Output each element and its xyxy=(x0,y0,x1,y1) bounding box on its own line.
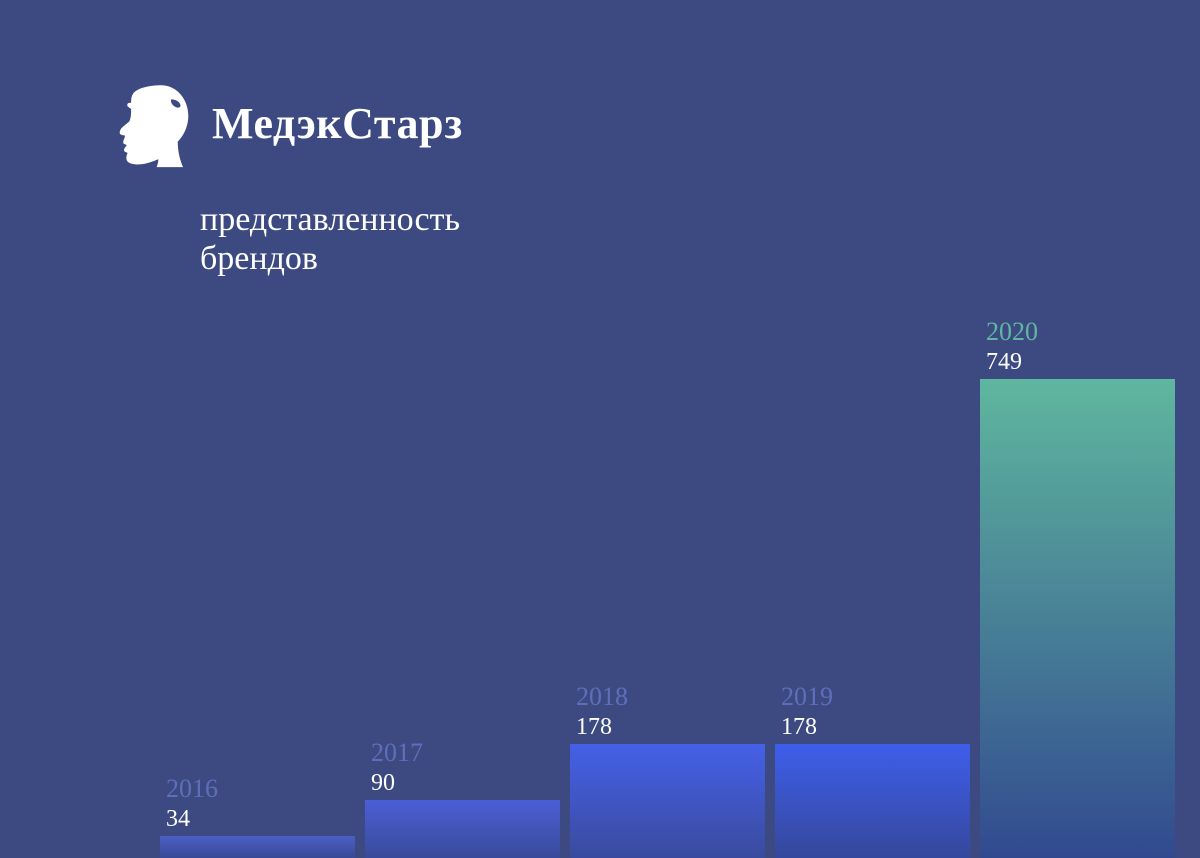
bar-year-label: 2020 xyxy=(986,318,1175,347)
bar-labels: 2018178 xyxy=(570,683,765,740)
bar-value-label: 34 xyxy=(166,806,355,832)
bar xyxy=(570,744,765,858)
bar-year-label: 2018 xyxy=(576,683,765,712)
bar xyxy=(775,744,970,858)
brand-logo-icon xyxy=(110,80,198,168)
slide-subtitle: представленность брендов xyxy=(200,200,460,278)
bar xyxy=(365,800,560,858)
bar xyxy=(160,836,355,858)
brand-name: МедэкСтарз xyxy=(212,102,463,146)
bar-labels: 2019178 xyxy=(775,683,970,740)
bar-value-label: 178 xyxy=(781,714,970,740)
bar-year-label: 2016 xyxy=(166,775,355,804)
bar xyxy=(980,379,1175,858)
bar-labels: 201634 xyxy=(160,775,355,832)
brand-logo-path xyxy=(120,85,189,167)
bar-value-label: 90 xyxy=(371,770,560,796)
slide: МедэкСтарз представленность брендов 2016… xyxy=(0,0,1200,858)
bar-year-label: 2019 xyxy=(781,683,970,712)
bar-value-label: 178 xyxy=(576,714,765,740)
bar-labels: 2020749 xyxy=(980,318,1175,375)
brands-bar-chart: 201634201790201817820191782020749 xyxy=(0,208,1200,858)
bar-year-label: 2017 xyxy=(371,739,560,768)
bar-value-label: 749 xyxy=(986,349,1175,375)
brand-header: МедэкСтарз xyxy=(110,80,463,168)
bar-labels: 201790 xyxy=(365,739,560,796)
